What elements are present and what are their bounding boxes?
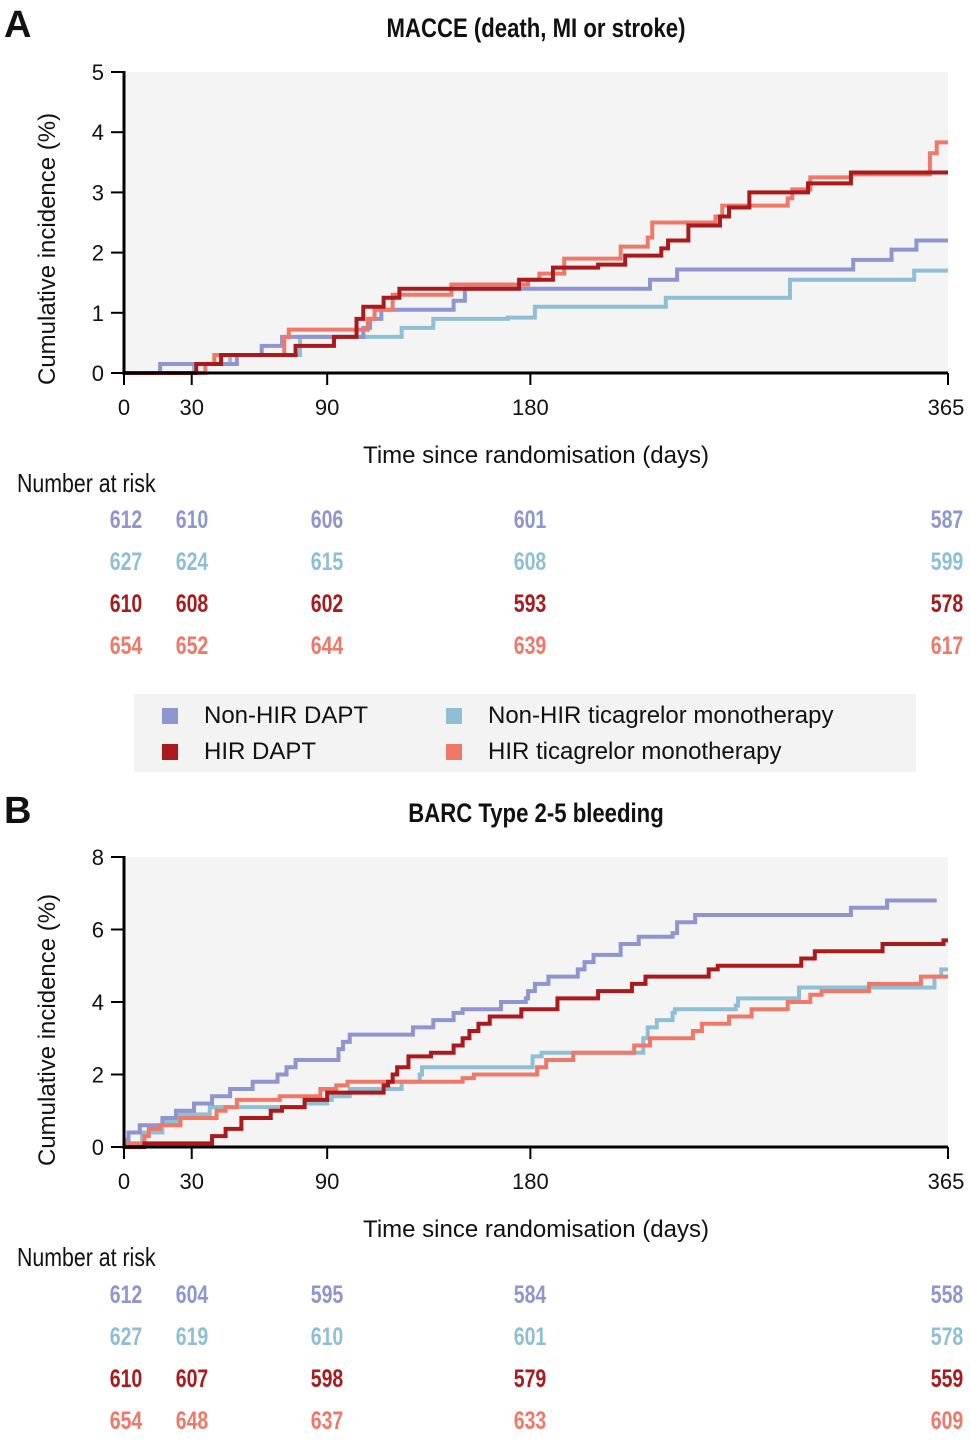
- y-tick-label: 4: [92, 990, 104, 1015]
- legend-swatch-hir-dapt: [162, 744, 178, 760]
- y-tick-label: 0: [92, 1135, 104, 1160]
- risk-value-hir-ticagrelor-monotherapy: 609: [930, 1407, 964, 1435]
- legend-label: HIR DAPT: [204, 738, 317, 765]
- legend-item-non-hir-ticagrelor: Non-HIR ticagrelor monotherapy: [446, 702, 833, 730]
- chart-a: 0 1 2 3 4 5 0 30 90 180 365: [92, 60, 965, 420]
- legend-item-hir-ticagrelor: HIR ticagrelor monotherapy: [446, 738, 781, 766]
- x-tick-label: 0: [118, 1169, 130, 1194]
- y-tick-label: 8: [92, 845, 104, 870]
- series-line-non-hir-dapt: [124, 898, 937, 1142]
- x-tick-label: 180: [512, 395, 549, 420]
- risk-value-non-hir-ticagrelor-monotherapy: 619: [175, 1323, 208, 1351]
- risk-value-hir-ticagrelor-monotherapy: 648: [175, 1407, 208, 1435]
- series-line-hir-dapt: [124, 170, 948, 375]
- y-tick-label: 6: [92, 918, 104, 943]
- plot-area: [124, 857, 948, 1147]
- risk-value-hir-dapt: 610: [109, 590, 143, 618]
- risk-value-hir-ticagrelor-monotherapy: 652: [175, 632, 208, 660]
- risk-value-non-hir-dapt: 558: [930, 1281, 964, 1309]
- legend-label: Non-HIR ticagrelor monotherapy: [488, 702, 834, 729]
- risk-value-non-hir-ticagrelor-monotherapy: 599: [930, 548, 964, 576]
- plot-area: [124, 72, 948, 373]
- legend-label: HIR ticagrelor monotherapy: [488, 738, 782, 765]
- risk-value-non-hir-dapt: 604: [175, 1281, 208, 1309]
- risk-value-hir-dapt: 593: [514, 590, 547, 618]
- legend-item-hir-dapt: HIR DAPT: [162, 738, 316, 766]
- chart-a-title: MACCE (death, MI or stroke): [386, 13, 686, 43]
- chart-b: 0 2 4 6 8 0 30 90 180 365: [92, 845, 965, 1194]
- y-tick-label: 3: [92, 180, 104, 205]
- legend-swatch-non-hir-dapt: [162, 708, 178, 724]
- x-tick-label: 90: [315, 1169, 339, 1194]
- risk-value-hir-dapt: 607: [175, 1365, 208, 1393]
- series-line-non-hir-ticagrelor-monotherapy: [124, 268, 948, 375]
- risk-value-non-hir-ticagrelor-monotherapy: 601: [514, 1323, 547, 1351]
- risk-value-non-hir-ticagrelor-monotherapy: 624: [175, 548, 208, 576]
- series-line-hir-ticagrelor-monotherapy: [124, 974, 948, 1146]
- series-line-hir-dapt: [124, 938, 948, 1149]
- panel-letter-a: A: [4, 4, 32, 46]
- risk-value-non-hir-dapt: 587: [930, 506, 964, 534]
- y-tick-label: 1: [92, 301, 104, 326]
- y-tick-label: 4: [92, 120, 104, 145]
- risk-value-non-hir-ticagrelor-monotherapy: 608: [514, 548, 547, 576]
- risk-value-non-hir-dapt: 610: [175, 506, 208, 534]
- risk-value-non-hir-ticagrelor-monotherapy: 627: [109, 1323, 143, 1351]
- y-tick-label: 2: [92, 241, 104, 266]
- legend-label: Non-HIR DAPT: [204, 702, 369, 729]
- x-tick-label: 90: [315, 395, 339, 420]
- risk-value-hir-dapt: 579: [514, 1365, 547, 1393]
- chart-b-number-at-risk-label: Number at risk: [17, 1242, 156, 1272]
- risk-value-hir-ticagrelor-monotherapy: 639: [514, 632, 547, 660]
- panel-letter-b: B: [4, 790, 32, 832]
- y-tick-label: 5: [92, 60, 104, 85]
- risk-value-non-hir-dapt: 601: [514, 506, 547, 534]
- x-tick-label: 30: [179, 1169, 203, 1194]
- legend-swatch-hir-ticagrelor: [446, 744, 462, 760]
- legend-swatch-non-hir-ticagrelor: [446, 708, 462, 724]
- risk-value-hir-ticagrelor-monotherapy: 637: [310, 1407, 344, 1435]
- risk-value-hir-ticagrelor-monotherapy: 633: [514, 1407, 547, 1435]
- x-tick-label: 180: [512, 1169, 549, 1194]
- x-tick-label: 365: [928, 395, 965, 420]
- legend: Non-HIR DAPT Non-HIR ticagrelor monother…: [134, 694, 916, 772]
- risk-value-hir-dapt: 602: [310, 590, 344, 618]
- x-tick-label: 0: [118, 395, 130, 420]
- risk-value-non-hir-dapt: 606: [310, 506, 344, 534]
- chart-b-x-axis-title: Time since randomisation (days): [363, 1216, 709, 1243]
- y-tick-label: 0: [92, 361, 104, 386]
- risk-value-hir-dapt: 610: [109, 1365, 143, 1393]
- risk-value-non-hir-dapt: 612: [109, 1281, 143, 1309]
- chart-a-number-at-risk-label: Number at risk: [17, 468, 156, 498]
- chart-b-title: BARC Type 2-5 bleeding: [408, 798, 664, 828]
- risk-value-hir-ticagrelor-monotherapy: 654: [109, 632, 143, 660]
- risk-value-hir-ticagrelor-monotherapy: 654: [109, 1407, 143, 1435]
- risk-value-non-hir-ticagrelor-monotherapy: 615: [310, 548, 344, 576]
- risk-value-hir-ticagrelor-monotherapy: 617: [930, 632, 964, 660]
- risk-value-hir-dapt: 598: [310, 1365, 344, 1393]
- series-line-non-hir-ticagrelor-monotherapy: [124, 967, 948, 1146]
- y-tick-label: 2: [92, 1063, 104, 1088]
- x-tick-label: 30: [179, 395, 203, 420]
- risk-value-non-hir-ticagrelor-monotherapy: 627: [109, 548, 143, 576]
- risk-value-hir-dapt: 559: [930, 1365, 964, 1393]
- risk-value-non-hir-dapt: 595: [310, 1281, 344, 1309]
- risk-value-non-hir-dapt: 584: [514, 1281, 547, 1309]
- risk-value-non-hir-ticagrelor-monotherapy: 578: [930, 1323, 964, 1351]
- x-tick-label: 365: [928, 1169, 965, 1194]
- risk-value-non-hir-dapt: 612: [109, 506, 143, 534]
- risk-value-hir-ticagrelor-monotherapy: 644: [310, 632, 344, 660]
- chart-a-x-axis-title: Time since randomisation (days): [363, 442, 709, 469]
- risk-value-hir-dapt: 608: [175, 590, 208, 618]
- risk-value-non-hir-ticagrelor-monotherapy: 610: [310, 1323, 344, 1351]
- legend-item-non-hir-dapt: Non-HIR DAPT: [162, 702, 368, 730]
- risk-value-hir-dapt: 578: [930, 590, 964, 618]
